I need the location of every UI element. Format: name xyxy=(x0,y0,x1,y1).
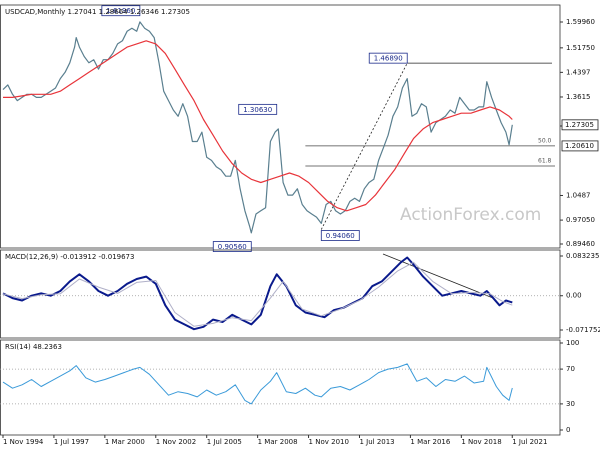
x-tick-label: 1 Nov 2002 xyxy=(156,438,196,446)
x-tick-label: 1 Nov 2010 xyxy=(309,438,349,446)
trend-line xyxy=(320,62,408,230)
y-tick-label: 0.97050 xyxy=(566,216,595,224)
annotation-box xyxy=(212,241,252,252)
y-tick-label: 0.083235 xyxy=(566,252,599,260)
x-tick-label: 1 Mar 2016 xyxy=(410,438,450,446)
x-tick-label: 1 Mar 2000 xyxy=(105,438,145,446)
panel-title: USDCAD,Monthly 1.27041 1.28664 1.26346 1… xyxy=(5,8,190,16)
panel-title: MACD(12,26,9) -0.013912 -0.019673 xyxy=(5,253,134,261)
y-tick-label: 100 xyxy=(566,339,579,347)
y-tick-label: 1.0487 xyxy=(566,191,591,199)
y-tick-label: 0.00 xyxy=(566,292,582,300)
price-label: 1.27305 xyxy=(565,121,594,129)
x-tick-label: 1 Mar 2008 xyxy=(258,438,298,446)
y-tick-label: 1.59960 xyxy=(566,18,595,26)
y-tick-label: 1.4397 xyxy=(566,68,591,76)
series-line xyxy=(2,363,513,405)
series-line xyxy=(3,40,513,212)
series-line xyxy=(2,256,513,331)
series-line xyxy=(2,261,513,327)
x-tick-label: 1 Jul 2013 xyxy=(359,438,394,446)
x-tick-label: 1 Nov 1994 xyxy=(3,438,44,446)
y-tick-label: 0 xyxy=(566,426,570,434)
price-box xyxy=(561,119,599,131)
y-tick-label: -0.071752 xyxy=(566,326,600,334)
level-label: 50.0 xyxy=(538,137,552,144)
annotation-box xyxy=(238,103,278,115)
x-tick-label: 1 Jul 2005 xyxy=(207,438,242,446)
annotation-label: 0.94060 xyxy=(326,232,355,240)
series-line xyxy=(2,21,513,234)
annotation-box xyxy=(320,230,360,241)
annotation-box xyxy=(368,52,408,64)
panel-frame xyxy=(0,249,561,339)
y-tick-label: 1.51750 xyxy=(566,44,595,52)
annotation-label: 1.46890 xyxy=(374,55,403,63)
y-tick-label: 1.3615 xyxy=(566,93,591,101)
panel-title: RSI(14) 48.2363 xyxy=(5,343,62,351)
level-label: 61.8 xyxy=(538,157,552,164)
y-tick-label: 70 xyxy=(566,365,575,373)
y-tick-label: 0.89460 xyxy=(566,240,595,248)
price-box xyxy=(561,140,599,152)
price-label: 1.20610 xyxy=(565,142,594,150)
x-tick-label: 1 Nov 2018 xyxy=(461,438,501,446)
annotation-label: 1.30630 xyxy=(243,106,272,114)
annotation-label: 1.61960 xyxy=(106,7,135,15)
y-tick-label: 30 xyxy=(566,400,575,408)
annotation-box xyxy=(101,5,141,17)
annotation-label: 0.90560 xyxy=(218,243,247,251)
x-tick-label: 1 Jul 1997 xyxy=(54,438,89,446)
panel-frame xyxy=(0,339,561,436)
watermark: ActionForex.com xyxy=(400,205,541,225)
x-tick-label: 1 Jul 2021 xyxy=(512,438,547,446)
